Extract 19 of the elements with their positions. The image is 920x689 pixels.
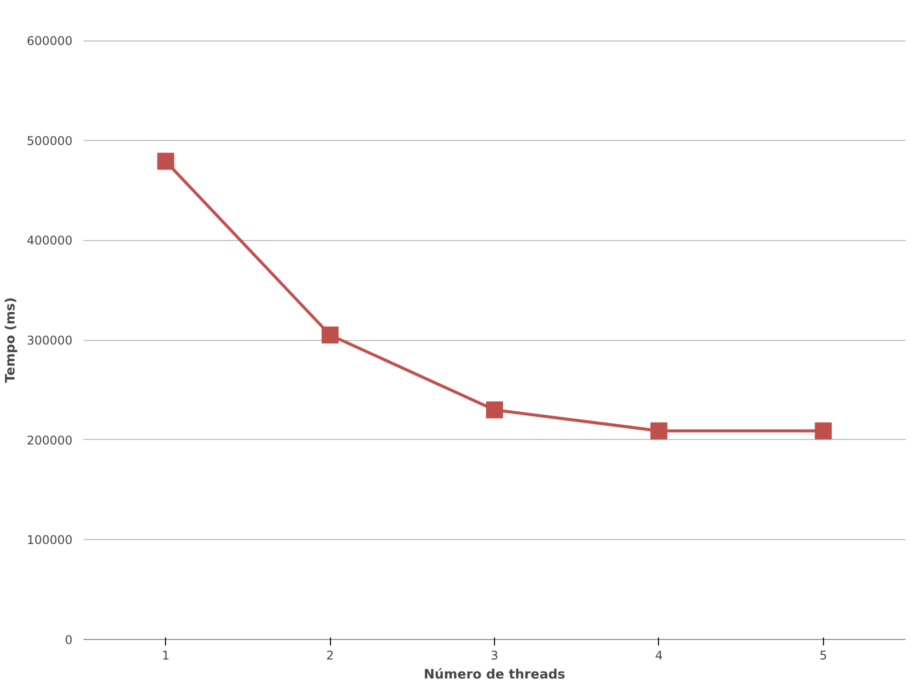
y-tick-label: 200000	[26, 433, 73, 448]
y-tick-label: 500000	[26, 134, 73, 148]
y-tick-label: 300000	[26, 334, 73, 348]
point	[814, 422, 832, 440]
point	[486, 401, 503, 418]
x-tick-label: 5	[819, 648, 828, 662]
y-tick-label: 100000	[26, 533, 73, 548]
y-axis-title: Tempo (ms)	[4, 297, 19, 383]
point	[650, 422, 668, 440]
x-tick-label: 1	[162, 648, 170, 662]
y-tick-label: 600000	[26, 34, 73, 48]
x-axis-title: Número de threads	[424, 668, 566, 682]
y-tick-label: 400000	[26, 234, 73, 248]
x-tick-label: 4	[655, 648, 663, 662]
x-tick-label: 2	[326, 648, 334, 662]
x-tick-label: 3	[490, 648, 498, 662]
point	[157, 152, 174, 170]
y-tick-label: 0	[64, 633, 73, 647]
point	[322, 326, 339, 344]
